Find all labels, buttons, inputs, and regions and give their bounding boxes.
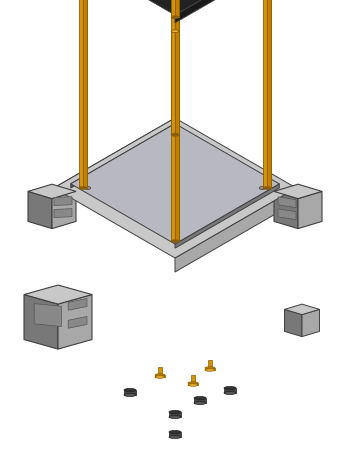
- Polygon shape: [71, 124, 279, 244]
- Ellipse shape: [172, 237, 178, 240]
- Polygon shape: [54, 118, 296, 258]
- Ellipse shape: [188, 384, 198, 386]
- Polygon shape: [171, 0, 179, 135]
- Polygon shape: [224, 388, 236, 393]
- Polygon shape: [52, 192, 76, 228]
- Ellipse shape: [85, 187, 91, 189]
- Polygon shape: [24, 294, 58, 349]
- Ellipse shape: [224, 391, 236, 394]
- Polygon shape: [175, 188, 296, 272]
- Polygon shape: [24, 285, 92, 304]
- Polygon shape: [175, 184, 279, 248]
- Polygon shape: [68, 317, 87, 328]
- Polygon shape: [191, 375, 195, 383]
- Polygon shape: [267, 0, 271, 188]
- Polygon shape: [274, 184, 322, 198]
- Polygon shape: [278, 209, 296, 220]
- Polygon shape: [28, 184, 76, 198]
- Polygon shape: [274, 192, 298, 228]
- Ellipse shape: [124, 394, 136, 396]
- Polygon shape: [285, 304, 320, 314]
- Ellipse shape: [259, 187, 265, 189]
- Polygon shape: [194, 398, 206, 403]
- Polygon shape: [205, 368, 215, 370]
- Polygon shape: [54, 118, 175, 202]
- Ellipse shape: [169, 430, 181, 434]
- Ellipse shape: [194, 396, 206, 399]
- Polygon shape: [208, 360, 212, 368]
- Ellipse shape: [169, 415, 181, 419]
- Ellipse shape: [263, 187, 271, 189]
- Ellipse shape: [171, 133, 179, 136]
- Ellipse shape: [205, 369, 215, 371]
- Ellipse shape: [194, 401, 206, 404]
- Polygon shape: [169, 412, 181, 417]
- Polygon shape: [263, 0, 271, 188]
- Polygon shape: [28, 192, 52, 228]
- Ellipse shape: [171, 30, 179, 33]
- Polygon shape: [171, 0, 179, 17]
- Polygon shape: [278, 197, 296, 207]
- Ellipse shape: [155, 374, 165, 376]
- Ellipse shape: [155, 376, 165, 378]
- Ellipse shape: [172, 136, 178, 139]
- Polygon shape: [79, 0, 87, 188]
- Polygon shape: [175, 0, 253, 23]
- Polygon shape: [155, 375, 165, 377]
- Polygon shape: [158, 367, 162, 375]
- Ellipse shape: [79, 187, 87, 189]
- Polygon shape: [285, 309, 302, 337]
- Ellipse shape: [169, 435, 181, 439]
- Polygon shape: [68, 298, 87, 310]
- Ellipse shape: [171, 240, 179, 243]
- Ellipse shape: [124, 389, 136, 391]
- Polygon shape: [171, 31, 179, 241]
- Ellipse shape: [188, 382, 198, 384]
- Polygon shape: [302, 309, 320, 337]
- Polygon shape: [175, 0, 179, 135]
- Ellipse shape: [205, 367, 215, 369]
- Polygon shape: [71, 124, 175, 188]
- Polygon shape: [175, 31, 179, 241]
- Polygon shape: [83, 0, 87, 188]
- Ellipse shape: [169, 410, 181, 414]
- Polygon shape: [97, 0, 253, 15]
- Polygon shape: [34, 303, 61, 327]
- Polygon shape: [175, 0, 179, 17]
- Polygon shape: [188, 383, 198, 385]
- Polygon shape: [54, 197, 72, 206]
- Polygon shape: [54, 209, 72, 217]
- Polygon shape: [124, 390, 136, 395]
- Polygon shape: [298, 192, 322, 228]
- Ellipse shape: [224, 386, 236, 389]
- Polygon shape: [169, 432, 181, 437]
- Polygon shape: [58, 294, 92, 349]
- Ellipse shape: [171, 16, 179, 19]
